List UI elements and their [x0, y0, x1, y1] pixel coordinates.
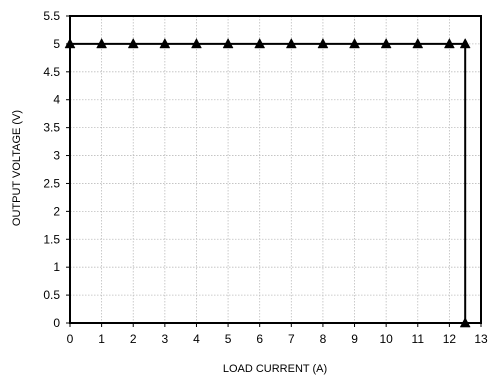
grid-lines — [70, 16, 481, 323]
y-axis-label: OUTPUT VOLTAGE (V) — [11, 110, 23, 226]
data-point-marker — [222, 37, 234, 49]
y-tick-labels: 0 0.5 1 1.5 2 2.5 3 3.5 4 4.5 5 5.5 — [43, 9, 70, 330]
data-point-marker — [96, 37, 108, 49]
x-tick-label: 13 — [474, 332, 488, 346]
series-line — [70, 42, 467, 323]
plot-frame — [69, 15, 482, 324]
data-point-marker — [127, 37, 139, 49]
data-point-marker — [317, 37, 329, 49]
x-tick-label: 10 — [379, 332, 393, 346]
plot-border — [69, 15, 482, 324]
y-tick-label: 2 — [53, 204, 60, 218]
y-tick-label: 4 — [53, 93, 60, 107]
y-tick-label: 5.5 — [43, 9, 60, 23]
x-tick-label: 6 — [256, 332, 263, 346]
y-tick-label: 3 — [53, 149, 60, 163]
data-point-marker — [64, 37, 76, 49]
x-tick-label: 3 — [162, 332, 169, 346]
x-tick-label: 5 — [225, 332, 232, 346]
data-point-marker — [412, 37, 424, 49]
data-point-marker — [459, 317, 471, 328]
y-tick-label: 1.5 — [43, 232, 60, 246]
data-point-marker — [285, 37, 297, 49]
data-point-marker — [459, 37, 471, 49]
x-tick-label: 8 — [320, 332, 327, 346]
x-tick-label: 2 — [130, 332, 137, 346]
x-tick-label: 4 — [193, 332, 200, 346]
y-tick-label: 0 — [53, 316, 60, 330]
x-tick-label: 12 — [443, 332, 457, 346]
x-tick-label: 11 — [412, 332, 425, 346]
x-tick-label: 1 — [98, 332, 105, 346]
x-tick-labels: 0 1 2 3 4 5 6 7 8 9 10 11 12 13 — [67, 323, 488, 346]
y-tick-label: 1 — [53, 260, 60, 274]
y-tick-label: 5 — [53, 37, 60, 51]
x-tick-label: 7 — [288, 332, 295, 346]
data-point-marker — [254, 37, 266, 49]
x-axis-label: LOAD CURRENT (A) — [223, 363, 327, 375]
y-tick-label: 2.5 — [43, 176, 60, 190]
y-tick-label: 0.5 — [43, 288, 60, 302]
data-point-marker — [159, 37, 171, 49]
data-point-marker — [443, 37, 455, 49]
y-tick-label: 4.5 — [43, 65, 60, 79]
data-point-marker — [349, 37, 360, 49]
y-tick-label: 3.5 — [43, 121, 60, 135]
series-layer — [64, 37, 471, 328]
x-tick-label: 0 — [67, 332, 74, 346]
data-point-marker — [191, 37, 202, 49]
x-tick-label: 9 — [351, 332, 358, 346]
data-point-marker — [380, 37, 392, 49]
